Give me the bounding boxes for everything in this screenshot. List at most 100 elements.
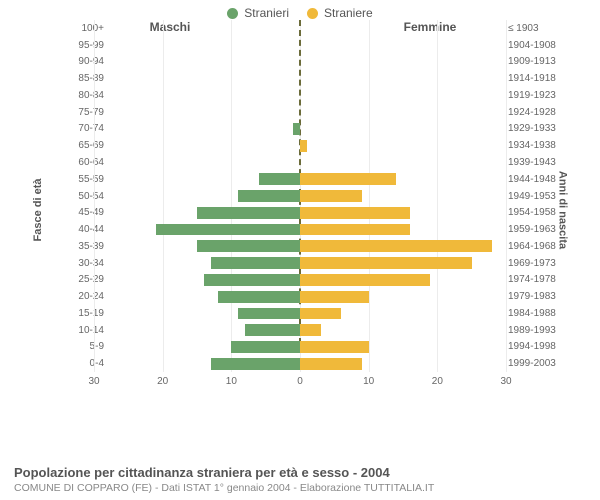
- male-bar: [211, 358, 300, 370]
- birth-label: 1949-1953: [508, 188, 560, 205]
- bar-row: [94, 87, 506, 104]
- bar-row: [94, 255, 506, 272]
- bar-row: [94, 322, 506, 339]
- male-half: [94, 20, 300, 37]
- female-half: [300, 288, 506, 305]
- pyramid-chart: Stranieri Straniere Maschi Femmine Fasce…: [0, 0, 600, 500]
- bar-row: [94, 70, 506, 87]
- male-half: [94, 322, 300, 339]
- male-half: [94, 339, 300, 356]
- female-half: [300, 271, 506, 288]
- male-half: [94, 137, 300, 154]
- female-half: [300, 121, 506, 138]
- x-axis-ticks: 3020100102030: [94, 376, 506, 390]
- birth-label: 1964-1968: [508, 238, 560, 255]
- male-half: [94, 221, 300, 238]
- male-half: [94, 87, 300, 104]
- bars-container: [94, 20, 506, 372]
- male-half: [94, 288, 300, 305]
- chart-footer: Popolazione per cittadinanza straniera p…: [14, 465, 590, 494]
- x-tick-label: 20: [432, 376, 443, 387]
- bar-row: [94, 204, 506, 221]
- x-tick-label: 10: [226, 376, 237, 387]
- legend-swatch-female: [307, 8, 318, 19]
- male-half: [94, 238, 300, 255]
- bar-row: [94, 154, 506, 171]
- birth-label: 1914-1918: [508, 70, 560, 87]
- legend-item-female: Straniere: [307, 6, 373, 20]
- male-half: [94, 121, 300, 138]
- female-bar: [300, 341, 369, 353]
- female-bar: [300, 190, 362, 202]
- birth-label: 1939-1943: [508, 154, 560, 171]
- female-half: [300, 322, 506, 339]
- birth-label: 1954-1958: [508, 204, 560, 221]
- bar-row: [94, 339, 506, 356]
- female-half: [300, 137, 506, 154]
- chart-title: Popolazione per cittadinanza straniera p…: [14, 465, 590, 480]
- female-half: [300, 54, 506, 71]
- bar-row: [94, 188, 506, 205]
- female-bar: [300, 173, 396, 185]
- x-tick-label: 10: [363, 376, 374, 387]
- female-bar: [300, 207, 410, 219]
- female-half: [300, 188, 506, 205]
- x-tick-label: 30: [88, 376, 99, 387]
- female-bar: [300, 257, 472, 269]
- birth-label: 1959-1963: [508, 221, 560, 238]
- bar-row: [94, 355, 506, 372]
- legend-label-female: Straniere: [324, 6, 373, 20]
- grid-line: [506, 20, 507, 372]
- birth-label: 1989-1993: [508, 322, 560, 339]
- male-bar: [245, 324, 300, 336]
- female-half: [300, 70, 506, 87]
- female-bar: [300, 291, 369, 303]
- female-bar: [300, 274, 430, 286]
- female-half: [300, 171, 506, 188]
- male-half: [94, 255, 300, 272]
- male-half: [94, 154, 300, 171]
- male-bar: [197, 207, 300, 219]
- birth-labels: ≤ 19031904-19081909-19131914-19181919-19…: [508, 20, 560, 372]
- birth-label: 1934-1938: [508, 137, 560, 154]
- y-axis-title-left: Fasce di età: [32, 179, 44, 242]
- x-tick-label: 30: [500, 376, 511, 387]
- bar-row: [94, 121, 506, 138]
- male-bar: [259, 173, 300, 185]
- chart-subtitle: COMUNE DI COPPARO (FE) - Dati ISTAT 1° g…: [14, 482, 590, 494]
- female-bar: [300, 240, 492, 252]
- bar-row: [94, 238, 506, 255]
- legend-label-male: Stranieri: [244, 6, 289, 20]
- bar-row: [94, 20, 506, 37]
- female-bar: [300, 324, 321, 336]
- male-bar: [293, 123, 300, 135]
- bar-row: [94, 221, 506, 238]
- bar-row: [94, 305, 506, 322]
- birth-label: 1919-1923: [508, 87, 560, 104]
- female-bar: [300, 224, 410, 236]
- male-bar: [197, 240, 300, 252]
- bar-row: [94, 137, 506, 154]
- female-half: [300, 104, 506, 121]
- plot-area: Maschi Femmine Fasce di età Anni di nasc…: [40, 20, 560, 400]
- male-half: [94, 54, 300, 71]
- birth-label: 1984-1988: [508, 305, 560, 322]
- bar-row: [94, 54, 506, 71]
- legend: Stranieri Straniere: [0, 0, 600, 20]
- female-bar: [300, 358, 362, 370]
- female-half: [300, 87, 506, 104]
- female-half: [300, 221, 506, 238]
- male-bar: [156, 224, 300, 236]
- female-half: [300, 37, 506, 54]
- birth-label: ≤ 1903: [508, 20, 560, 37]
- birth-label: 1924-1928: [508, 104, 560, 121]
- male-bar: [231, 341, 300, 353]
- male-half: [94, 355, 300, 372]
- male-half: [94, 70, 300, 87]
- male-half: [94, 305, 300, 322]
- female-bar: [300, 308, 341, 320]
- x-tick-label: 0: [297, 376, 303, 387]
- male-bar: [238, 308, 300, 320]
- female-half: [300, 204, 506, 221]
- birth-label: 1974-1978: [508, 271, 560, 288]
